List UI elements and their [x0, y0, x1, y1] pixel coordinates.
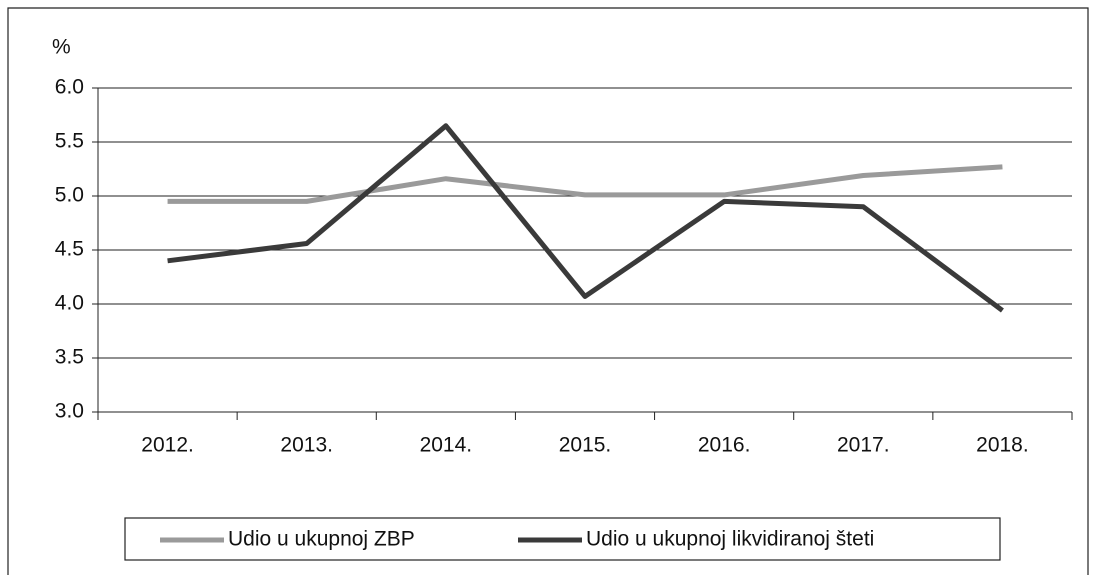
series-line: [167, 123, 1004, 313]
series-line: [167, 164, 1003, 204]
chart-border: [7, 7, 1089, 575]
y-tick-label: 5.5: [55, 130, 84, 153]
y-tick-label: 5.0: [55, 184, 84, 207]
x-tick-label: 2018.: [976, 434, 1029, 457]
y-tick-label: 3.0: [55, 400, 84, 423]
y-tick-label: 4.5: [55, 238, 84, 261]
x-tick-label: 2017.: [837, 434, 890, 457]
y-tick-label: 4.0: [55, 292, 84, 315]
y-tick-label: 6.0: [55, 76, 84, 99]
x-tick-label: 2013.: [280, 434, 333, 457]
x-tick-label: 2012.: [141, 434, 194, 457]
y-tick-label: 3.5: [55, 346, 84, 369]
y-unit: %: [52, 36, 71, 59]
legend-label: Udio u ukupnoj likvidiranoj šteti: [586, 528, 874, 551]
legend-box: [124, 517, 1001, 561]
legend-label: Udio u ukupnoj ZBP: [228, 528, 415, 551]
x-tick-label: 2016.: [698, 434, 751, 457]
x-tick-label: 2014.: [420, 434, 473, 457]
x-tick-label: 2015.: [559, 434, 612, 457]
